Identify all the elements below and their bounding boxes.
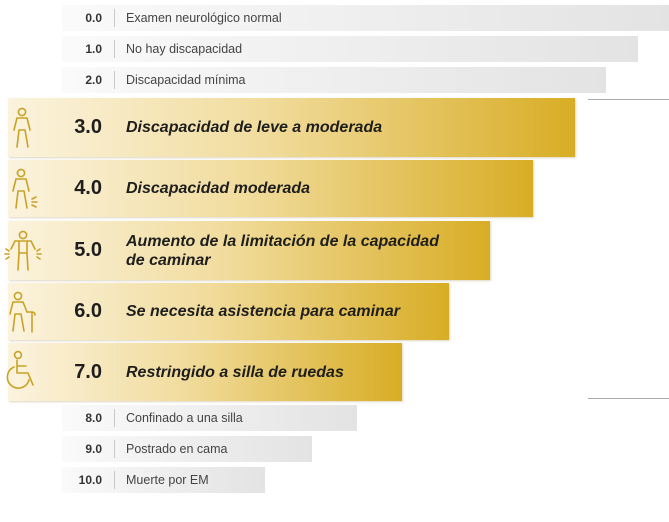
score-label: 1.0 (85, 42, 102, 56)
description-label: Se necesita asistencia para caminar (126, 303, 400, 320)
wheelchair-icon (3, 350, 43, 394)
description-label: Muerte por EM (126, 473, 209, 487)
bar-edss-4-0: 4.0 Discapacidad moderada (8, 160, 533, 217)
description-label: Restringido a silla de ruedas (126, 363, 344, 381)
bar-separator (114, 409, 115, 427)
person-with-leg-pain-icon (3, 167, 43, 211)
bar-separator (114, 160, 115, 217)
person-with-cane-icon (3, 290, 43, 334)
bar-edss-3-0: 3.0 Discapacidad de leve a moderada (8, 98, 575, 157)
bar-edss-1-0: 1.0 No hay discapacidad (62, 36, 638, 62)
description-label: Discapacidad de leve a moderada (126, 119, 383, 136)
highlight-frame (588, 99, 669, 399)
score-label: 4.0 (74, 177, 102, 199)
bar-edss-2-0: 2.0 Discapacidad mínima (62, 67, 606, 93)
description-label: Discapacidad moderada (126, 180, 311, 197)
walking-person-icon (3, 106, 43, 150)
score-label: 5.0 (74, 239, 102, 261)
bar-separator (114, 471, 115, 489)
score-label: 2.0 (85, 73, 102, 87)
description-label: Postrado en cama (126, 442, 228, 456)
bar-edss-10-0: 10.0 Muerte por EM (62, 467, 265, 493)
bar-separator (114, 71, 115, 89)
score-label: 0.0 (85, 11, 102, 25)
score-label: 7.0 (74, 360, 102, 383)
bar-separator (114, 40, 115, 58)
bar-separator (114, 440, 115, 458)
score-label: 6.0 (74, 300, 102, 322)
bar-separator (114, 9, 115, 27)
description-label: No hay discapacidad (126, 42, 243, 56)
bar-separator (114, 221, 115, 280)
description-label: Aumento de la limitación de la capacidad… (126, 232, 439, 269)
bar-edss-9-0: 9.0 Postrado en cama (62, 436, 312, 462)
person-shaking-icon (3, 229, 43, 273)
score-label: 3.0 (74, 116, 102, 138)
score-label: 8.0 (85, 411, 102, 425)
bar-separator (114, 98, 115, 157)
bar-edss-6-0: 6.0 Se necesita asistencia para caminar (8, 283, 449, 340)
bar-separator (114, 343, 115, 401)
bar-separator (114, 283, 115, 340)
score-label: 9.0 (85, 442, 102, 456)
score-label: 10.0 (78, 473, 102, 487)
description-label: Examen neurológico normal (126, 11, 282, 25)
bar-edss-0-0: 0.0 Examen neurológico normal (62, 5, 669, 31)
description-label: Confinado a una silla (126, 411, 243, 425)
bar-edss-8-0: 8.0 Confinado a una silla (62, 405, 357, 431)
bar-edss-7-0: 7.0 Restringido a silla de ruedas (8, 343, 402, 401)
bar-edss-5-0: 5.0 Aumento de la limitación de la capaci… (8, 221, 490, 280)
description-label: Discapacidad mínima (126, 73, 246, 87)
